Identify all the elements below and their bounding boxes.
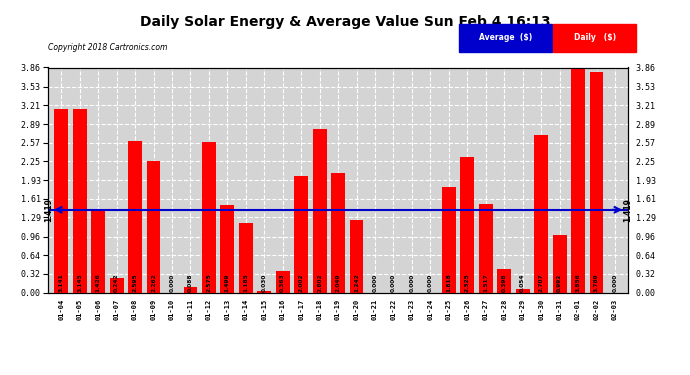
Text: Daily Solar Energy & Average Value Sun Feb 4 16:13: Daily Solar Energy & Average Value Sun F… [139,15,551,29]
Text: 0.054: 0.054 [520,274,525,292]
Text: 2.262: 2.262 [151,273,156,292]
Bar [72,109,87,292]
Bar [239,224,253,292]
Text: 3.789: 3.789 [594,274,599,292]
Bar [515,290,530,292]
Bar [91,209,105,292]
Text: 1.517: 1.517 [483,273,489,292]
Bar [460,157,474,292]
Bar [331,173,345,292]
Text: 0.992: 0.992 [557,274,562,292]
Bar [220,205,235,292]
Bar [294,176,308,292]
Text: 0.242: 0.242 [114,274,119,292]
Bar [184,287,197,292]
Text: 1.419: 1.419 [43,198,53,222]
Text: 1.499: 1.499 [225,274,230,292]
Text: 3.145: 3.145 [77,273,82,292]
Text: Copyright 2018 Cartronics.com: Copyright 2018 Cartronics.com [48,43,168,52]
Bar [571,68,585,292]
Bar [257,291,271,292]
Text: 0.000: 0.000 [428,274,433,292]
Text: 0.363: 0.363 [280,274,285,292]
Text: 2.002: 2.002 [299,274,304,292]
Bar [110,278,124,292]
Text: 2.595: 2.595 [132,274,137,292]
Text: 0.000: 0.000 [613,274,618,292]
Text: 2.575: 2.575 [206,273,211,292]
Text: 0.398: 0.398 [502,274,506,292]
Text: 0.000: 0.000 [409,274,415,292]
Bar [497,269,511,292]
Text: Daily   ($): Daily ($) [573,33,616,42]
Bar [589,72,604,292]
Text: 2.707: 2.707 [539,274,544,292]
Bar [276,272,290,292]
Text: 1.426: 1.426 [96,273,101,292]
Text: 0.000: 0.000 [373,274,377,292]
Bar [128,141,142,292]
Text: 0.000: 0.000 [391,274,396,292]
Bar [350,220,364,292]
Text: 1.419: 1.419 [623,198,633,222]
Bar [55,110,68,292]
Text: 1.242: 1.242 [354,273,359,292]
Text: 3.856: 3.856 [575,273,580,292]
Text: 2.325: 2.325 [465,273,470,292]
Text: 1.185: 1.185 [244,273,248,292]
Bar [553,235,566,292]
Text: 2.049: 2.049 [335,274,341,292]
Bar [313,129,326,292]
Bar [479,204,493,292]
Text: 0.000: 0.000 [170,274,175,292]
Bar [534,135,548,292]
Bar [146,160,161,292]
Bar [202,142,216,292]
Text: 2.802: 2.802 [317,274,322,292]
Text: 3.141: 3.141 [59,273,63,292]
Bar [442,186,456,292]
Text: 1.818: 1.818 [446,273,451,292]
Text: 0.088: 0.088 [188,274,193,292]
Text: 0.030: 0.030 [262,274,267,292]
Text: Average  ($): Average ($) [479,33,532,42]
